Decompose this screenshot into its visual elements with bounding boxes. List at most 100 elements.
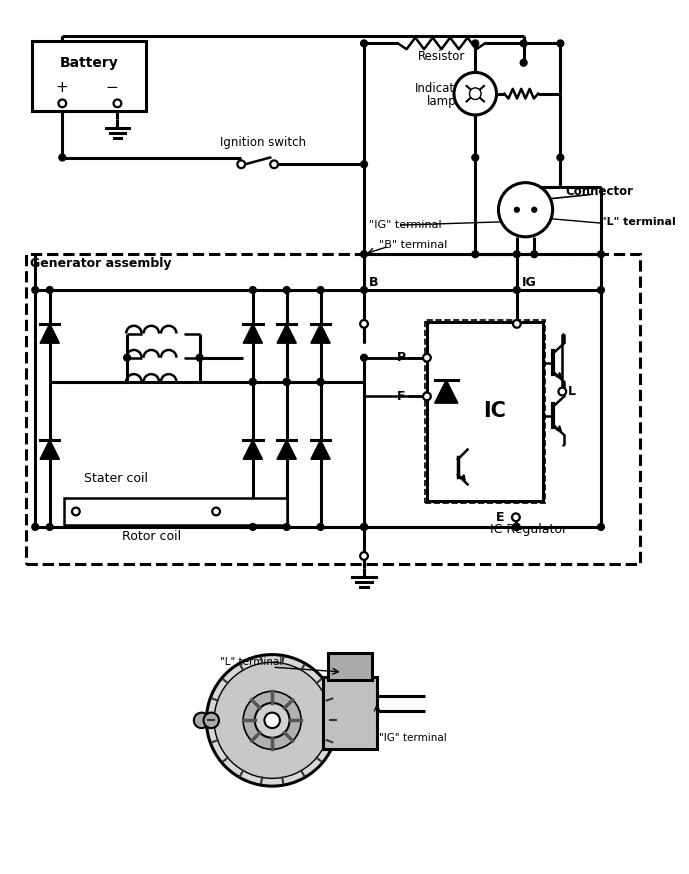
Circle shape bbox=[249, 287, 256, 294]
Polygon shape bbox=[40, 440, 59, 459]
Bar bbox=[328, 653, 372, 680]
Circle shape bbox=[515, 207, 520, 212]
Circle shape bbox=[360, 161, 367, 168]
Circle shape bbox=[597, 287, 604, 294]
Circle shape bbox=[212, 508, 220, 516]
Circle shape bbox=[72, 508, 80, 516]
Circle shape bbox=[270, 161, 278, 168]
Circle shape bbox=[203, 712, 219, 728]
Text: −: − bbox=[105, 80, 118, 95]
Circle shape bbox=[249, 378, 256, 385]
Circle shape bbox=[557, 40, 564, 47]
Circle shape bbox=[360, 524, 367, 531]
Bar bbox=[25, 254, 639, 564]
Circle shape bbox=[32, 524, 39, 531]
Polygon shape bbox=[277, 324, 296, 343]
Polygon shape bbox=[311, 324, 330, 343]
Circle shape bbox=[243, 691, 301, 749]
Polygon shape bbox=[311, 440, 330, 459]
Circle shape bbox=[498, 183, 553, 237]
Circle shape bbox=[520, 59, 527, 66]
Circle shape bbox=[423, 354, 431, 362]
Circle shape bbox=[472, 154, 479, 161]
Circle shape bbox=[46, 287, 53, 294]
Circle shape bbox=[124, 354, 130, 361]
Circle shape bbox=[597, 524, 604, 531]
Text: IG: IG bbox=[522, 276, 537, 288]
Circle shape bbox=[469, 88, 481, 100]
Circle shape bbox=[207, 655, 338, 786]
Circle shape bbox=[249, 378, 256, 385]
Circle shape bbox=[249, 524, 256, 531]
Polygon shape bbox=[243, 324, 263, 343]
Circle shape bbox=[265, 712, 280, 728]
Polygon shape bbox=[277, 440, 296, 459]
Text: IC: IC bbox=[483, 401, 506, 421]
Text: B: B bbox=[369, 276, 378, 288]
Bar bbox=[425, 320, 545, 503]
Polygon shape bbox=[40, 324, 59, 343]
Text: Generator assembly: Generator assembly bbox=[30, 257, 172, 270]
Text: Battery: Battery bbox=[60, 56, 119, 70]
Circle shape bbox=[214, 662, 330, 779]
Circle shape bbox=[513, 251, 520, 258]
Circle shape bbox=[59, 154, 65, 161]
Circle shape bbox=[454, 73, 497, 115]
Circle shape bbox=[531, 251, 537, 258]
Text: P: P bbox=[396, 351, 406, 364]
Circle shape bbox=[513, 320, 521, 328]
Circle shape bbox=[59, 100, 66, 108]
Text: Connector: Connector bbox=[565, 185, 633, 198]
Text: "L" terminal: "L" terminal bbox=[601, 218, 676, 227]
Circle shape bbox=[532, 207, 537, 212]
Circle shape bbox=[46, 524, 53, 531]
Text: lamp: lamp bbox=[426, 95, 456, 108]
Bar bbox=[32, 41, 147, 111]
Text: Resistor: Resistor bbox=[418, 51, 465, 64]
Circle shape bbox=[360, 320, 368, 328]
Circle shape bbox=[423, 392, 431, 400]
Circle shape bbox=[472, 40, 479, 47]
Circle shape bbox=[360, 287, 367, 294]
Circle shape bbox=[283, 378, 290, 385]
Circle shape bbox=[360, 251, 367, 258]
Circle shape bbox=[283, 378, 290, 385]
Circle shape bbox=[472, 251, 479, 258]
Circle shape bbox=[32, 287, 39, 294]
Bar bbox=[427, 322, 543, 501]
Text: "IG" terminal: "IG" terminal bbox=[369, 220, 442, 230]
Circle shape bbox=[360, 552, 368, 560]
Text: Indicator: Indicator bbox=[415, 82, 468, 95]
Circle shape bbox=[237, 161, 245, 168]
Text: Rotor coil: Rotor coil bbox=[122, 531, 181, 543]
Circle shape bbox=[512, 513, 520, 521]
Text: IC Regulator: IC Regulator bbox=[490, 524, 567, 537]
Circle shape bbox=[317, 524, 324, 531]
Text: E: E bbox=[496, 510, 504, 524]
Circle shape bbox=[597, 251, 604, 258]
Text: Ignition switch: Ignition switch bbox=[220, 135, 305, 149]
Circle shape bbox=[194, 712, 209, 728]
Circle shape bbox=[255, 703, 289, 738]
Bar bbox=[512, 198, 522, 219]
Bar bbox=[64, 498, 287, 525]
Circle shape bbox=[317, 378, 324, 385]
Circle shape bbox=[196, 354, 203, 361]
Circle shape bbox=[360, 354, 367, 361]
Circle shape bbox=[317, 287, 324, 294]
Circle shape bbox=[360, 40, 367, 47]
Text: "L" terminal: "L" terminal bbox=[220, 657, 282, 668]
Circle shape bbox=[558, 388, 566, 395]
Text: +: + bbox=[55, 80, 68, 95]
Circle shape bbox=[283, 287, 290, 294]
Circle shape bbox=[520, 40, 527, 47]
Text: "IG" terminal: "IG" terminal bbox=[378, 732, 446, 743]
Polygon shape bbox=[435, 380, 458, 403]
Circle shape bbox=[513, 287, 520, 294]
Polygon shape bbox=[243, 440, 263, 459]
Bar bbox=[529, 198, 539, 219]
Text: L: L bbox=[568, 385, 576, 398]
Circle shape bbox=[360, 524, 367, 531]
Text: Stater coil: Stater coil bbox=[83, 472, 147, 485]
Circle shape bbox=[513, 524, 520, 531]
